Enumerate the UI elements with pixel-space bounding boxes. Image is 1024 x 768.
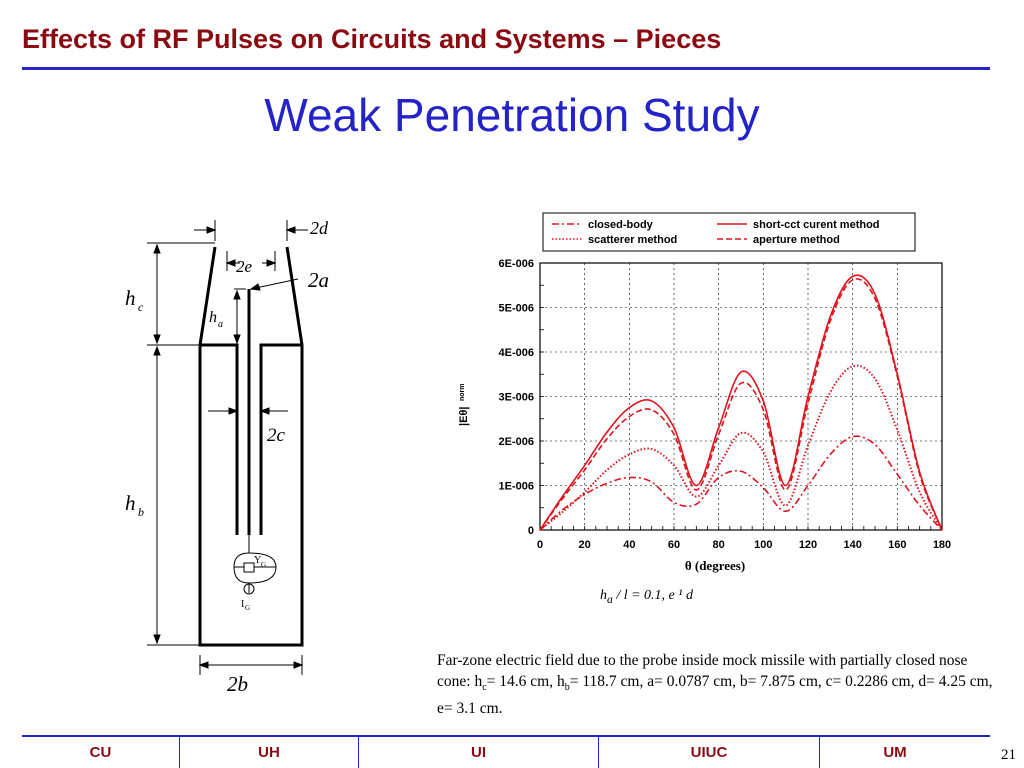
label-2b: 2b xyxy=(227,672,248,695)
param-ha-sub: a xyxy=(607,592,613,606)
x-tick-label: 140 xyxy=(843,539,861,551)
footer-item-uiuc: UIUC xyxy=(690,744,728,761)
parameter-line: ha / l = 0.1, e ¹ d xyxy=(600,588,693,606)
label-ha: h xyxy=(209,309,217,326)
x-tick-label: 20 xyxy=(579,539,591,551)
footer-rule xyxy=(22,735,990,737)
footer-item-uh: UH xyxy=(258,744,280,761)
chart-legend: closed-body short-cct curent method scatte… xyxy=(542,212,916,252)
param-ha: h xyxy=(600,588,607,603)
caption-part-2: = 14.6 cm, h xyxy=(486,673,565,690)
y-tick-label: 6E-006 xyxy=(499,258,534,270)
y-tick-label: 3E-006 xyxy=(499,392,534,404)
series-short-cct-curent-method xyxy=(539,274,943,531)
far-field-chart: closed-body short-cct curent method scatte… xyxy=(458,212,952,573)
page-number: 21 xyxy=(1001,747,1016,763)
x-tick-label: 80 xyxy=(713,539,725,551)
label-hb-sub: b xyxy=(138,505,144,519)
label-ig: I xyxy=(241,599,244,610)
param-rest: / l = 0.1, e ¹ d xyxy=(612,588,693,603)
footer-separator xyxy=(598,737,599,768)
footer: CU UH UI UIUC UM xyxy=(22,737,990,768)
x-tick-label: 60 xyxy=(668,539,680,551)
chart-y-axis-label-sub: norm xyxy=(459,384,466,402)
label-hc: h xyxy=(125,286,136,310)
figure-caption: Far-zone electric field due to the probe… xyxy=(437,650,997,719)
label-hc-sub: c xyxy=(138,300,144,314)
caption-part-1: Far-zone electric field due to the probe… xyxy=(437,652,968,690)
missile-diagram: 2d 2e 2a h c h a 2c h b Y G I G 2b xyxy=(125,218,329,695)
chart-y-axis-label: |Eθ| xyxy=(458,407,470,426)
label-2d: 2d xyxy=(310,218,329,238)
header-rule xyxy=(22,67,990,70)
caption-sub-2: b xyxy=(564,682,570,694)
legend-entry: aperture method xyxy=(753,234,840,246)
footer-separator xyxy=(179,737,180,768)
footer-item-ui: UI xyxy=(471,744,486,761)
y-tick-label: 4E-006 xyxy=(499,347,534,359)
legend-entry: closed-body xyxy=(588,219,654,231)
series-scatterer-method xyxy=(539,364,943,531)
legend-entry: scatterer method xyxy=(588,234,677,246)
label-yg-sub: G xyxy=(261,561,266,569)
x-tick-label: 160 xyxy=(888,539,906,551)
legend-entry: short-cct curent method xyxy=(753,219,880,231)
footer-separator xyxy=(358,737,359,768)
series-aperture-method xyxy=(539,278,943,531)
slide-title: Weak Penetration Study xyxy=(264,89,760,141)
x-tick-label: 100 xyxy=(754,539,772,551)
x-tick-label: 40 xyxy=(623,539,635,551)
footer-separator xyxy=(819,737,820,768)
x-tick-label: 120 xyxy=(799,539,817,551)
chart-grid xyxy=(539,262,943,531)
header-title: Effects of RF Pulses on Circuits and Sys… xyxy=(22,24,722,54)
y-tick-label: 0 xyxy=(528,525,534,537)
y-tick-label: 1E-006 xyxy=(499,481,534,493)
footer-item-cu: CU xyxy=(89,744,112,761)
series-closed-body xyxy=(539,435,943,531)
x-tick-label: 180 xyxy=(933,539,951,551)
caption-part-3: = 118.7 cm, a= 0.0787 cm, b= 7.875 cm, c… xyxy=(437,673,993,718)
chart-ticks: 0 20 40 60 80 100 120 140 160 180 0 1E-006 2E-006 3E-… xyxy=(499,258,952,551)
label-hb: h xyxy=(125,491,136,515)
y-tick-label: 2E-006 xyxy=(499,436,534,448)
footer-item-um: UM xyxy=(883,744,907,761)
label-2e: 2e xyxy=(236,257,253,276)
label-2a: 2a xyxy=(308,268,329,292)
x-tick-label: 0 xyxy=(537,539,543,551)
label-ha-sub: a xyxy=(218,319,223,330)
caption-sub-1: c xyxy=(482,682,487,694)
chart-x-axis-label: θ (degrees) xyxy=(685,558,745,573)
chart-curves xyxy=(539,274,943,531)
label-ig-sub: G xyxy=(245,604,250,612)
label-2c: 2c xyxy=(267,425,286,446)
label-yg: Y xyxy=(254,555,261,566)
legend-box xyxy=(542,212,916,252)
y-tick-label: 5E-006 xyxy=(499,303,534,315)
